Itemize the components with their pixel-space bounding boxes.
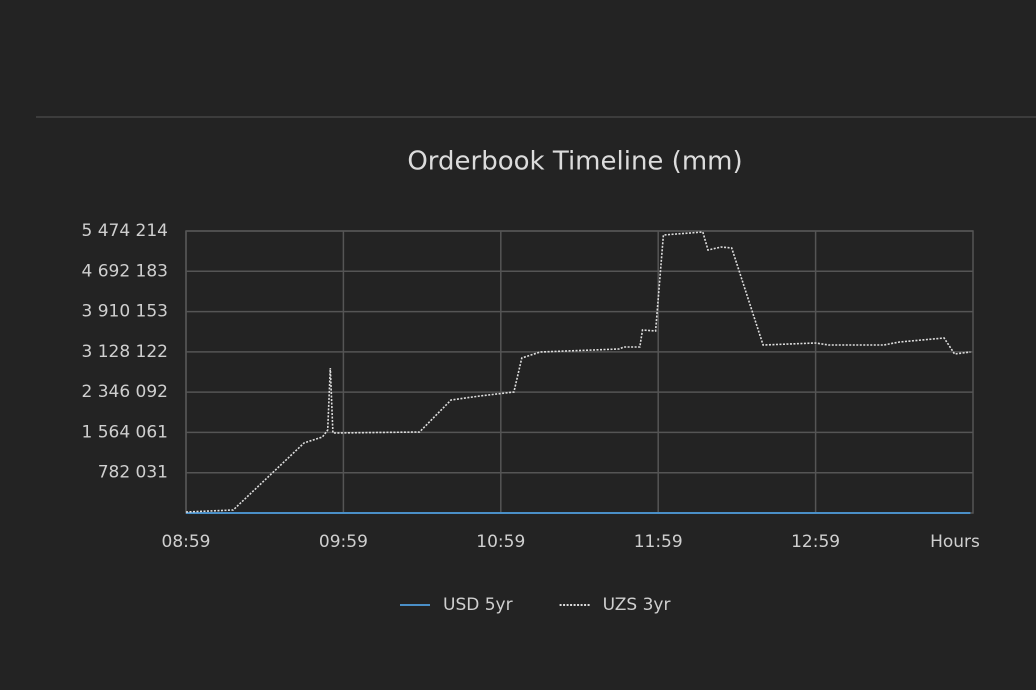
legend-label: USD 5yr [443,595,513,615]
y-tick-label: 5 474 214 [81,221,168,241]
y-tick-label: 2 346 092 [81,382,168,402]
y-tick-label: 3 128 122 [81,342,168,362]
legend-label: UZS 3yr [603,595,671,615]
x-tick-label: 09:59 [319,532,368,552]
y-tick-label: 782 031 [98,463,168,483]
x-tick-label: 11:59 [634,532,683,552]
y-tick-label: 3 910 153 [81,302,168,322]
x-tick-label: 08:59 [162,532,211,552]
y-tick-label: 1 564 061 [81,422,168,442]
x-tick-label: 10:59 [476,532,525,552]
series-line [185,231,971,513]
x-tick-label: 12:59 [791,532,840,552]
y-tick-label: 4 692 183 [81,261,168,281]
x-axis-label: Hours [930,532,980,552]
chart-title: Orderbook Timeline (mm) [407,147,742,177]
